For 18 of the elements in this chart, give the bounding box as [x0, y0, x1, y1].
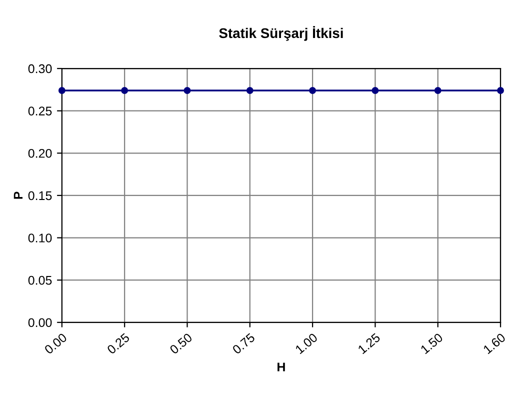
y-tick-label: 0.10: [28, 234, 52, 242]
x-tick-label: 0.75: [232, 332, 256, 354]
y-tick-label: 0.00: [28, 318, 52, 328]
y-tick-label: 0.20: [28, 148, 52, 158]
y-tick-label: 0.15: [28, 191, 52, 200]
x-tick-label: 1.60: [482, 332, 506, 354]
x-tick-label: 1.50: [420, 332, 444, 354]
x-tick-label: 1.00: [294, 332, 318, 354]
y-tick-label: 0.25: [28, 106, 52, 116]
y-tick-label: 0.30: [28, 64, 52, 74]
x-tick-label: 0.25: [106, 332, 130, 354]
chart-title: Statik Sürşarj İtkisi: [219, 26, 343, 41]
x-tick-label: 0.50: [169, 332, 193, 354]
x-axis-title: H: [278, 362, 285, 372]
x-tick-label: 0.00: [44, 332, 68, 354]
x-tick-label: 1.25: [358, 332, 381, 354]
y-tick-label: 0.05: [28, 276, 52, 285]
y-axis-title: P: [14, 192, 22, 199]
